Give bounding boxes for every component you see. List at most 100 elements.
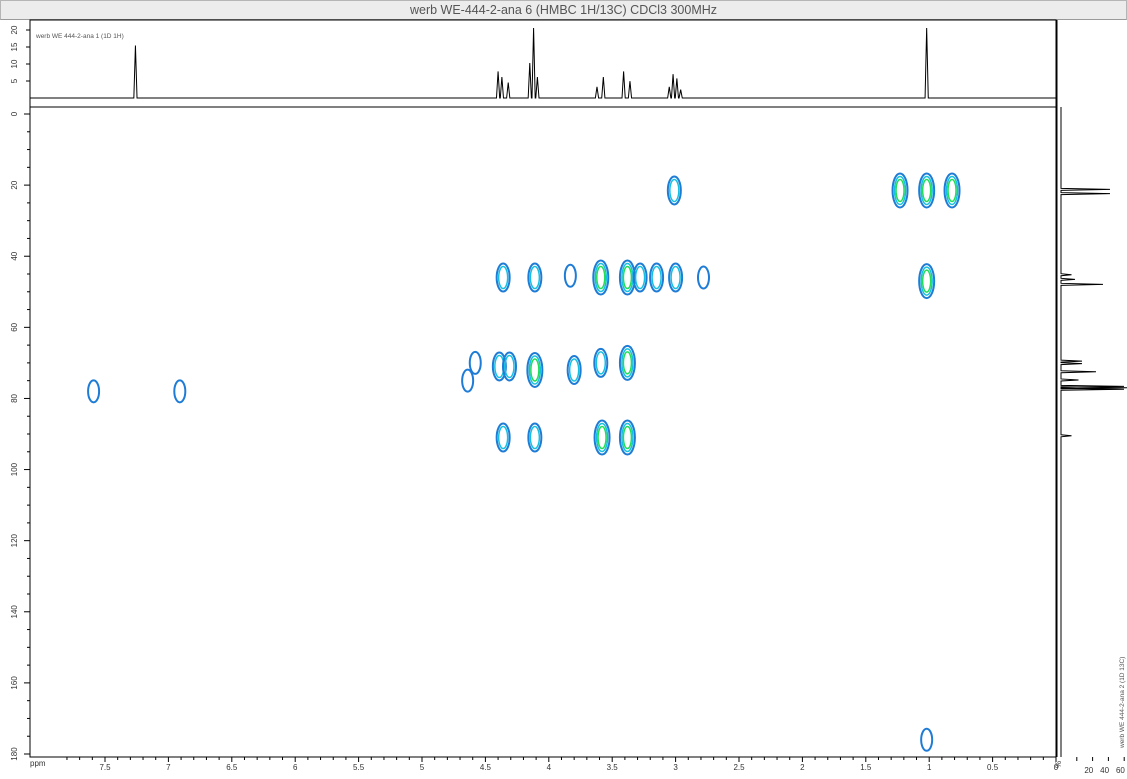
hmbc-cross-peak	[566, 355, 582, 386]
hmbc-cross-peak	[495, 422, 511, 453]
x-axis-unit-label: ppm	[30, 759, 46, 768]
contour-outer	[566, 355, 582, 386]
contour-mid	[920, 266, 933, 296]
contour-outer	[501, 351, 517, 382]
y-tick-label: 40	[10, 251, 19, 260]
x-tick-label: 2	[800, 763, 805, 772]
contour-outer	[696, 265, 710, 290]
hmbc-cross-peak	[527, 262, 543, 293]
contour-inner	[622, 265, 633, 290]
contour-outer	[593, 347, 609, 378]
contour-inner	[895, 178, 905, 203]
contour-inner	[596, 265, 606, 290]
x-tick-label: 6	[293, 763, 298, 772]
contour-mid	[529, 425, 541, 450]
hmbc-cross-peak	[173, 379, 187, 404]
hmbc-cross-peak	[618, 344, 636, 381]
hmbc-cross-peak	[527, 422, 543, 453]
x-tick-label: 7	[166, 763, 171, 772]
contour-inner	[622, 351, 633, 375]
hmbc-cross-peak	[668, 262, 684, 293]
x-tick-label: 2.5	[733, 763, 745, 772]
contour-mid	[893, 175, 907, 206]
proton-trace-line	[30, 27, 1056, 99]
x-tick-label: 0	[1054, 763, 1059, 772]
contour-mid	[595, 351, 607, 375]
y-tick-label: 20	[10, 180, 19, 189]
contour-inner	[597, 425, 607, 450]
contour-mid	[528, 355, 542, 385]
hmbc-cross-peak	[632, 262, 648, 293]
contour-mid	[920, 175, 933, 206]
contour-outer	[618, 419, 636, 456]
hmbc-cross-peak	[592, 259, 610, 296]
top-axis-tick-label: 20	[10, 25, 19, 34]
side-axis-tick-label: 40	[1100, 766, 1109, 775]
y-tick-label: 160	[10, 676, 19, 690]
y-tick-label: 140	[10, 605, 19, 619]
contour-inner	[921, 178, 932, 203]
y-tick-label: 60	[10, 322, 19, 331]
x-tick-label: 1.5	[860, 763, 872, 772]
contour-inner	[622, 425, 633, 450]
x-tick-label: 5	[420, 763, 425, 772]
contour-outer	[495, 262, 511, 293]
contour-mid	[621, 348, 634, 378]
hmbc-cross-peak	[943, 172, 961, 209]
hmbc-cross-peak	[618, 419, 636, 456]
x-tick-label: 5.5	[353, 763, 365, 772]
y-tick-label: 0	[10, 111, 19, 116]
contour-mid	[529, 265, 541, 290]
contour-outer	[491, 351, 507, 382]
contour-outer	[618, 344, 636, 381]
contour-outer	[632, 262, 648, 293]
contour-outer	[943, 172, 961, 209]
contour-outer	[649, 262, 665, 293]
carbon-trace-label: werb WE 444-2-ana 2 (1D 13C)	[1119, 657, 1126, 749]
x-tick-label: 6.5	[226, 763, 238, 772]
side-axis-tick-label: 20	[1084, 766, 1093, 775]
hmbc-cross-peak	[563, 263, 577, 288]
contour-outer	[468, 350, 482, 375]
contour-mid	[634, 265, 646, 290]
x-tick-label: 4.5	[480, 763, 492, 772]
y-tick-label: 80	[10, 393, 19, 402]
x-tick-label: 4	[547, 763, 552, 772]
contour-outer	[527, 422, 543, 453]
intensity-unit-label: %	[1054, 761, 1063, 768]
hmbc-cross-peak	[593, 419, 611, 456]
hmbc-cross-peak	[468, 350, 482, 375]
contour-outer	[173, 379, 187, 404]
hmbc-cross-peak	[696, 265, 710, 290]
hmbc-cross-peak	[461, 368, 475, 393]
contour-outer	[920, 727, 934, 752]
contour-outer	[918, 172, 936, 209]
contour-outer	[666, 175, 682, 206]
top-axis-tick-label: 15	[10, 42, 19, 51]
contour-outer	[461, 368, 475, 393]
contour-mid	[945, 175, 959, 206]
contour-mid	[669, 178, 680, 203]
proton-trace-label: werb WE 444-2-ana 1 (1D 1H)	[35, 33, 124, 40]
hmbc-cross-peak	[891, 172, 909, 209]
top-trace-frame	[29, 19, 1057, 108]
top-axis-tick-label: 5	[10, 78, 19, 83]
x-tick-label: 3.5	[607, 763, 619, 772]
hmbc-cross-peak	[526, 352, 544, 389]
contour-outer	[87, 379, 101, 404]
contour-inner	[921, 269, 932, 293]
top-axis-tick-label: 10	[10, 59, 19, 68]
contour-outer	[495, 422, 511, 453]
contour-mid	[621, 422, 634, 453]
contour-inner	[947, 178, 957, 203]
contour-outer	[527, 262, 543, 293]
contour-mid	[497, 265, 509, 290]
hmbc-cross-peak	[918, 172, 936, 209]
side-axis-tick-label: 60	[1116, 766, 1125, 775]
contour-outer	[891, 172, 909, 209]
hmbc-2d-plot-area[interactable]: 7.5 7 6.5 6 5.5 5 4.5 4 3.5 3 2.5 2 1.5 1 0.5 0 0 20 40 60 8…	[10, 106, 1059, 772]
y-tick-label: 120	[10, 533, 19, 547]
contour-mid	[594, 262, 608, 293]
